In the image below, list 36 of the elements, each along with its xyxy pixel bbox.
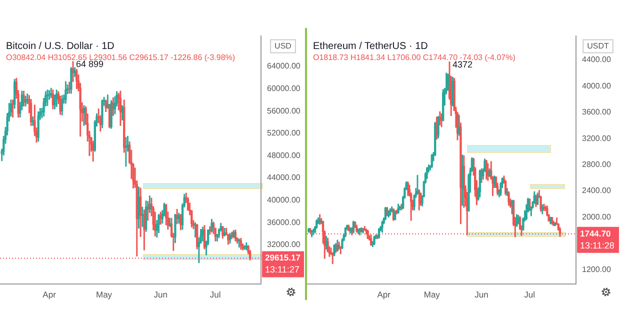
- x-tick-label: Jun: [474, 289, 489, 300]
- y-tick-label: 48000.00: [267, 150, 301, 160]
- y-tick-label: 2800.00: [582, 160, 612, 170]
- x-tick-label: May: [424, 289, 441, 300]
- x-tick-label: Jun: [154, 289, 168, 300]
- y-tick-label: 1200.00: [582, 264, 612, 274]
- y-tick-label: 2400.00: [582, 186, 612, 196]
- text: O1818.73 H1841.34 L1706.00 C1744.70 -74.03 (-4.07%): [313, 52, 516, 62]
- text: 13:11:28: [580, 240, 614, 250]
- y-tick-label: 3200.00: [582, 134, 612, 143]
- x-tick-label: May: [96, 289, 113, 300]
- text: Bitcoin / U.S. Dollar · 1D: [6, 40, 114, 52]
- y-tick-label: 40000.00: [267, 196, 301, 205]
- y-tick-label: 52000.00: [267, 128, 301, 138]
- candlestick: [194, 222, 196, 238]
- y-tick-label: 4000.00: [582, 81, 612, 90]
- y-tick-label: 4400.00: [582, 55, 612, 64]
- y-tick-label: 32000.00: [267, 240, 301, 250]
- y-tick-label: 64000.00: [267, 62, 301, 71]
- y-axis-title: USD: [274, 42, 292, 51]
- text: Ethereum / TetherUS · 1D: [313, 40, 428, 52]
- x-tick-label: Jul: [524, 289, 536, 300]
- x-tick-label: Apr: [42, 289, 56, 300]
- y-tick-label: 3600.00: [582, 108, 612, 117]
- annotation: 4372: [452, 59, 473, 70]
- x-tick-label: Apr: [377, 289, 391, 300]
- y-axis-title: USDT: [587, 42, 609, 51]
- x-tick-label: Jul: [210, 289, 221, 300]
- y-tick-label: 60000.00: [267, 84, 301, 93]
- text: 13:11:27: [265, 264, 300, 275]
- ref-line-label: 1744.70: [580, 228, 611, 238]
- y-tick-label: 44000.00: [267, 173, 301, 182]
- y-tick-label: 36000.00: [267, 218, 301, 227]
- ref-line-label: 29615.17: [265, 252, 301, 263]
- y-tick-label: 56000.00: [267, 106, 301, 116]
- y-tick-label: 2000.00: [582, 212, 612, 222]
